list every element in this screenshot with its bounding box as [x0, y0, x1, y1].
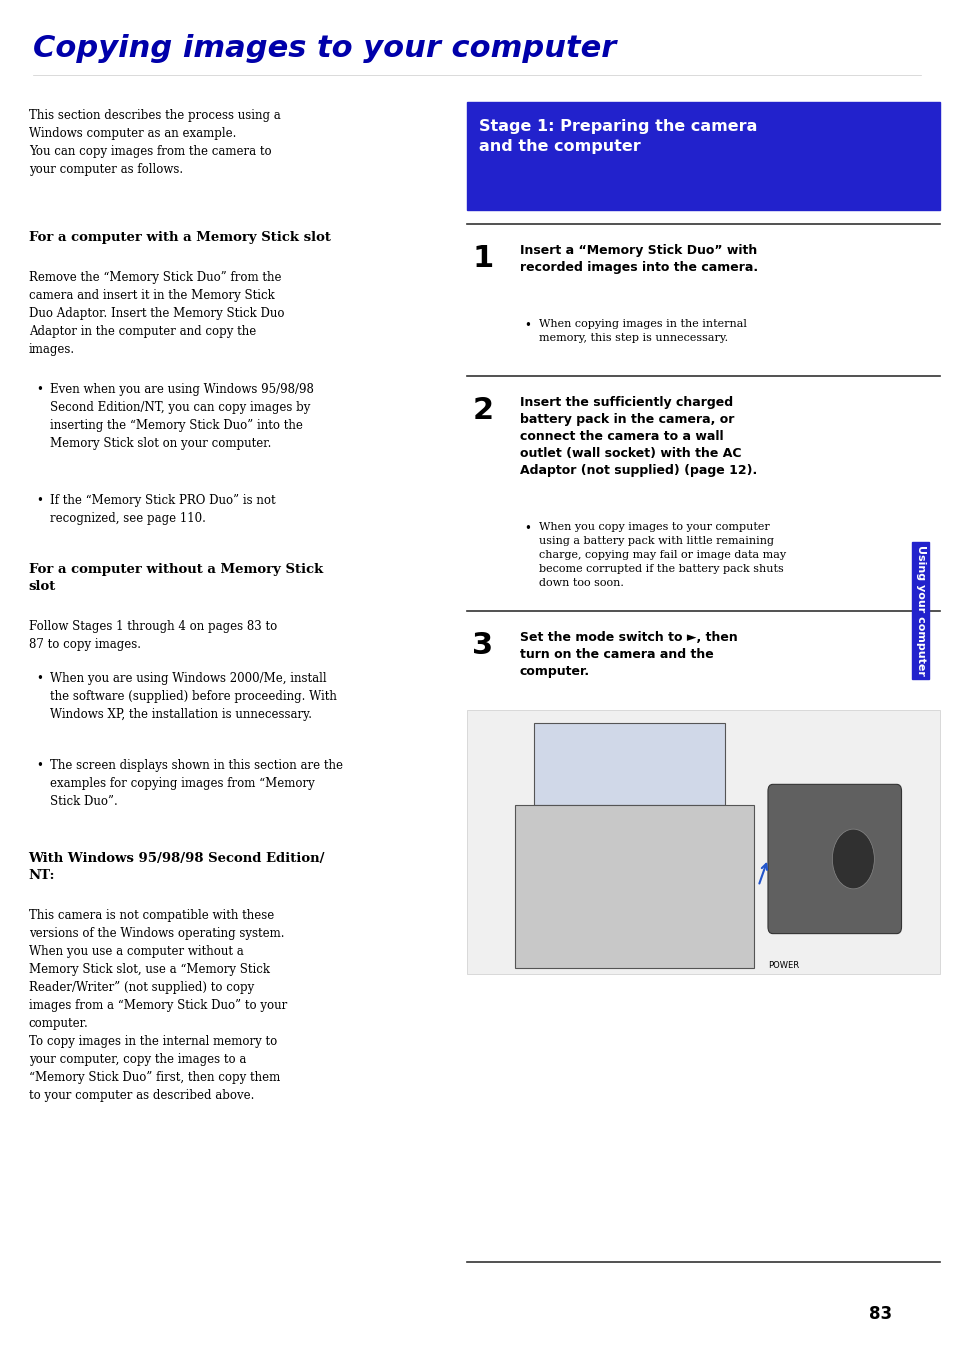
Text: 83: 83	[868, 1305, 891, 1323]
Text: Copying images to your computer: Copying images to your computer	[33, 34, 616, 62]
Text: The screen displays shown in this section are the
examples for copying images fr: The screen displays shown in this sectio…	[50, 759, 342, 807]
Text: •: •	[36, 383, 43, 396]
Text: With Windows 95/98/98 Second Edition/
NT:: With Windows 95/98/98 Second Edition/ NT…	[29, 852, 325, 882]
Text: For a computer without a Memory Stick
slot: For a computer without a Memory Stick sl…	[29, 563, 322, 593]
Text: When copying images in the internal
memory, this step is unnecessary.: When copying images in the internal memo…	[538, 319, 746, 343]
Text: Remove the “Memory Stick Duo” from the
camera and insert it in the Memory Stick
: Remove the “Memory Stick Duo” from the c…	[29, 271, 284, 357]
Text: •: •	[524, 319, 531, 332]
Text: For a computer with a Memory Stick slot: For a computer with a Memory Stick slot	[29, 231, 330, 244]
Text: Using your computer: Using your computer	[915, 546, 924, 676]
FancyBboxPatch shape	[467, 710, 939, 974]
Text: POWER: POWER	[767, 961, 799, 970]
Text: 2: 2	[472, 396, 493, 425]
Text: If the “Memory Stick PRO Duo” is not
recognized, see page 110.: If the “Memory Stick PRO Duo” is not rec…	[50, 494, 275, 525]
Text: Follow Stages 1 through 4 on pages 83 to
87 to copy images.: Follow Stages 1 through 4 on pages 83 to…	[29, 620, 276, 651]
Text: •: •	[36, 494, 43, 508]
Text: •: •	[524, 522, 531, 536]
Text: This section describes the process using a
Windows computer as an example.
You c: This section describes the process using…	[29, 109, 280, 175]
Text: This camera is not compatible with these
versions of the Windows operating syste: This camera is not compatible with these…	[29, 909, 287, 1102]
FancyBboxPatch shape	[767, 784, 901, 934]
Text: Stage 1: Preparing the camera
and the computer: Stage 1: Preparing the camera and the co…	[478, 119, 757, 155]
Text: Set the mode switch to ►, then
turn on the camera and the
computer.: Set the mode switch to ►, then turn on t…	[519, 631, 737, 678]
Text: 3: 3	[472, 631, 493, 660]
Polygon shape	[534, 723, 724, 805]
Text: Insert a “Memory Stick Duo” with
recorded images into the camera.: Insert a “Memory Stick Duo” with recorde…	[519, 244, 758, 274]
Text: •: •	[36, 759, 43, 772]
Text: 1: 1	[472, 244, 493, 273]
Text: When you are using Windows 2000/Me, install
the software (supplied) before proce: When you are using Windows 2000/Me, inst…	[50, 672, 336, 721]
Text: When you copy images to your computer
using a battery pack with little remaining: When you copy images to your computer us…	[538, 522, 785, 589]
Text: Even when you are using Windows 95/98/98
Second Edition/NT, you can copy images : Even when you are using Windows 95/98/98…	[50, 383, 314, 449]
Circle shape	[831, 829, 873, 889]
Polygon shape	[515, 805, 753, 968]
Text: Insert the sufficiently charged
battery pack in the camera, or
connect the camer: Insert the sufficiently charged battery …	[519, 396, 757, 478]
FancyBboxPatch shape	[467, 102, 939, 210]
Text: •: •	[36, 672, 43, 685]
